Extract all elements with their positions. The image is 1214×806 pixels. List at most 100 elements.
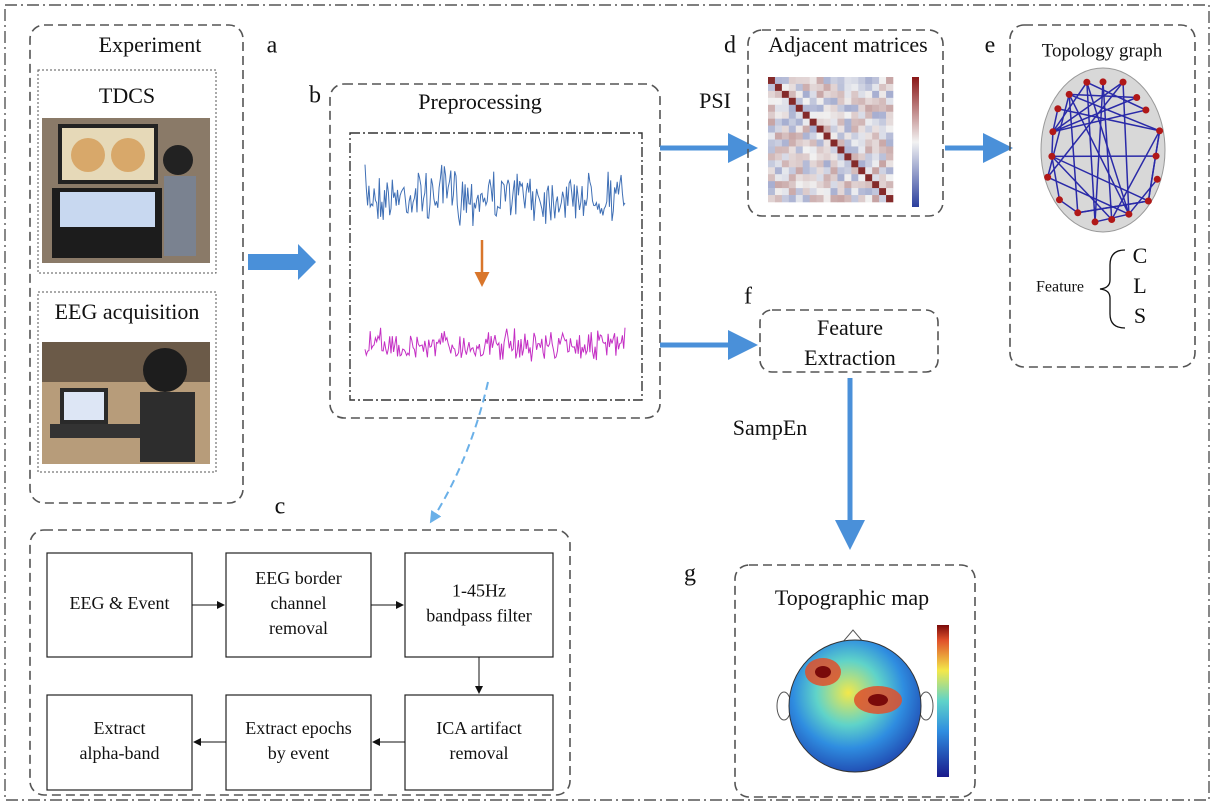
- heat-cell: [775, 140, 782, 147]
- heat-cell: [782, 105, 789, 112]
- heat-cell: [824, 153, 831, 160]
- heat-cell: [872, 126, 879, 133]
- panel-letter: b: [309, 83, 321, 109]
- heat-cell: [851, 153, 858, 160]
- heat-cell: [844, 133, 851, 140]
- heat-cell: [879, 140, 886, 147]
- step-label: EEG & Event: [70, 593, 170, 613]
- heat-cell: [879, 195, 886, 202]
- heat-cell: [796, 146, 803, 153]
- heat-cell: [851, 91, 858, 98]
- heat-cell: [824, 174, 831, 181]
- graph-node: [1049, 128, 1056, 135]
- graph-edge: [1052, 132, 1053, 157]
- heat-cell: [837, 160, 844, 167]
- heat-cell: [803, 84, 810, 91]
- heat-cell: [803, 146, 810, 153]
- heat-cell: [851, 174, 858, 181]
- heat-cell: [768, 84, 775, 91]
- heat-cell: [796, 188, 803, 195]
- heat-cell: [879, 126, 886, 133]
- heat-cell: [775, 167, 782, 174]
- heat-cell: [865, 133, 872, 140]
- heat-cell: [844, 195, 851, 202]
- heat-cell: [872, 153, 879, 160]
- heat-cell: [796, 98, 803, 105]
- step-label: removal: [269, 618, 328, 638]
- heat-cell: [810, 146, 817, 153]
- item-title: TDCS: [99, 83, 155, 108]
- heat-cell: [879, 119, 886, 126]
- heat-cell: [810, 181, 817, 188]
- heat-cell: [844, 140, 851, 147]
- heat-cell: [844, 77, 851, 84]
- colorbar: [937, 625, 949, 777]
- step-label: by event: [268, 743, 329, 763]
- graph-node: [1145, 198, 1152, 205]
- step-label: 1-45Hz: [452, 581, 506, 601]
- heat-cell: [775, 105, 782, 112]
- heat-cell: [810, 77, 817, 84]
- heat-cell: [810, 167, 817, 174]
- heat-cell: [789, 126, 796, 133]
- heat-cell: [775, 112, 782, 119]
- feature: S: [1134, 303, 1146, 328]
- heat-cell: [775, 133, 782, 140]
- heat-cell: [879, 153, 886, 160]
- heat-cell: [817, 195, 824, 202]
- heat-cell: [865, 174, 872, 181]
- heat-cell: [810, 126, 817, 133]
- heat-cell: [789, 140, 796, 147]
- heat-cell: [768, 105, 775, 112]
- heat-cell: [768, 195, 775, 202]
- heat-cell: [858, 105, 865, 112]
- heat-cell: [844, 98, 851, 105]
- heat-cell: [782, 195, 789, 202]
- heat-cell: [768, 140, 775, 147]
- heat-cell: [803, 133, 810, 140]
- heat-cell: [872, 140, 879, 147]
- heat-cell: [782, 160, 789, 167]
- heat-cell: [872, 119, 879, 126]
- heat-cell: [817, 126, 824, 133]
- heat-cell: [886, 119, 893, 126]
- heat-cell: [872, 91, 879, 98]
- heat-cell: [844, 119, 851, 126]
- heat-cell: [831, 195, 838, 202]
- heat-cell: [768, 112, 775, 119]
- heat-cell: [824, 133, 831, 140]
- heat-cell: [831, 174, 838, 181]
- panel-title: Topographic map: [775, 585, 929, 610]
- heat-cell: [865, 146, 872, 153]
- heat-cell: [858, 98, 865, 105]
- heat-cell: [817, 105, 824, 112]
- heat-cell: [796, 77, 803, 84]
- heat-cell: [851, 188, 858, 195]
- heat-cell: [886, 84, 893, 91]
- heat-cell: [879, 188, 886, 195]
- heat-cell: [879, 91, 886, 98]
- heat-cell: [872, 98, 879, 105]
- heat-cell: [831, 77, 838, 84]
- heat-cell: [789, 98, 796, 105]
- heat-cell: [824, 112, 831, 119]
- heat-cell: [837, 133, 844, 140]
- heat-cell: [824, 181, 831, 188]
- heat-cell: [768, 174, 775, 181]
- heat-cell: [886, 195, 893, 202]
- heat-cell: [837, 195, 844, 202]
- heat-cell: [789, 188, 796, 195]
- heat-cell: [865, 98, 872, 105]
- feature: C: [1133, 243, 1148, 268]
- heat-cell: [810, 153, 817, 160]
- heat-cell: [782, 133, 789, 140]
- heat-cell: [768, 181, 775, 188]
- signal-frame: [350, 133, 642, 400]
- heat-cell: [872, 112, 879, 119]
- heat-cell: [824, 91, 831, 98]
- heat-cell: [858, 188, 865, 195]
- heat-cell: [796, 195, 803, 202]
- panel-letter: f: [744, 284, 752, 310]
- heat-cell: [782, 153, 789, 160]
- panel-letter: c: [275, 494, 286, 520]
